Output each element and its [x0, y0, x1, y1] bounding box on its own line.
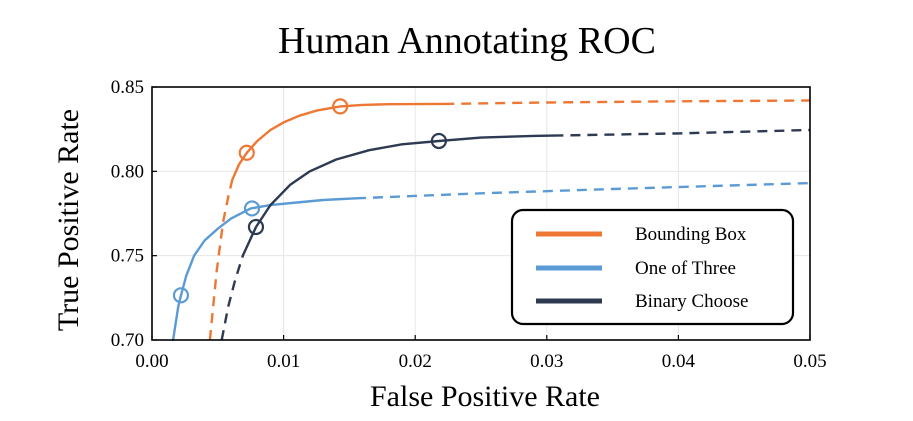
chart-title: Human Annotating ROC	[278, 20, 656, 62]
y-tick-label: 0.75	[111, 246, 144, 267]
series-binary-choose-marker	[247, 218, 265, 236]
ticks-layer: 0.00 0.01 0.02 0.03 0.04 0.05 0.70 0.75 0.80 0.85	[111, 77, 827, 372]
plot-frame	[151, 86, 811, 341]
series-one-of-three-dashed-tail	[355, 181, 811, 200]
legend-label-bounding-box: Bounding Box	[635, 224, 747, 245]
x-tick-label: 0.01	[267, 351, 300, 372]
y-tick-label: 0.85	[111, 77, 144, 98]
series-bounding-box-dashed-head	[208, 179, 234, 341]
x-tick-label: 0.02	[399, 351, 432, 372]
y-tick-label: 0.70	[111, 330, 144, 351]
legend-label-binary-choose: Binary Choose	[635, 291, 748, 312]
series-one-of-three-marker	[243, 200, 261, 217]
x-tick-label: 0.04	[662, 351, 696, 372]
series-bounding-box-dashed-tail	[444, 99, 811, 106]
series-one-of-three-line	[171, 197, 358, 342]
y-tick-label: 0.80	[111, 161, 144, 182]
legend-box	[510, 208, 795, 326]
series-bounding-box-line	[231, 102, 446, 182]
series-binary-choose-marker	[430, 132, 447, 150]
y-axis-label: True Positive Rate	[52, 109, 85, 331]
series-layer	[171, 98, 811, 342]
series-one-of-three-marker	[172, 287, 190, 304]
series-binary-choose-line	[241, 134, 555, 257]
x-tick-label: 0.03	[530, 351, 563, 372]
series-bounding-box-marker	[238, 144, 255, 161]
legend: Bounding Box One of Three Binary Choose	[510, 208, 795, 326]
legend-label-one-of-three: One of Three	[635, 258, 736, 279]
series-binary-choose-dashed-head	[220, 255, 244, 341]
x-tick-label: 0.05	[793, 351, 826, 372]
x-tick-label: 0.00	[135, 351, 168, 372]
series-binary-choose-dashed-tail	[553, 128, 811, 137]
x-axis-label: False Positive Rate	[370, 380, 600, 413]
series-bounding-box-marker	[332, 98, 349, 115]
